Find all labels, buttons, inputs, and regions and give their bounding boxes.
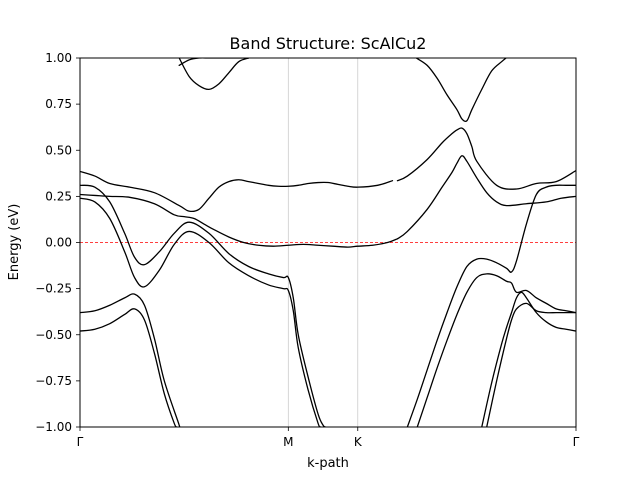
band-line-1: [80, 293, 181, 427]
y-tick-label: 1.00: [45, 51, 72, 65]
band-line-8: [178, 58, 250, 91]
band-line-7: [178, 58, 250, 67]
y-tick-label: −0.25: [35, 282, 72, 296]
y-tick-label: 0.00: [45, 236, 72, 250]
y-tick-label: −0.75: [35, 374, 72, 388]
band-line-14: [481, 291, 576, 427]
x-tick-label: Γ: [573, 435, 580, 449]
band-line-4: [80, 197, 322, 427]
band-line-2: [80, 308, 178, 427]
band-line-5: [80, 170, 394, 213]
band-line-11: [396, 155, 576, 240]
y-axis: −1.00 −0.75 −0.50 −0.25 0.00 0.25 0.50 0.75 1.00: [35, 51, 80, 434]
band-line-13: [416, 273, 576, 427]
band-line-12: [406, 184, 576, 427]
y-axis-label: Energy (eV): [7, 204, 22, 281]
y-tick-label: −0.50: [35, 328, 72, 342]
band-line-10: [396, 127, 576, 190]
y-tick-label: 0.25: [45, 189, 72, 203]
x-axis-label: k-path: [307, 456, 349, 471]
band-line-9: [415, 58, 507, 122]
x-tick-label: Γ: [77, 435, 84, 449]
x-tick-label: M: [283, 435, 293, 449]
x-tick-label: K: [354, 435, 363, 449]
band-lines: [80, 58, 576, 427]
band-line-6: [80, 193, 399, 248]
y-tick-label: −1.00: [35, 420, 72, 434]
chart-title: Band Structure: ScAlCu2: [230, 34, 427, 53]
y-tick-label: 0.50: [45, 143, 72, 157]
band-line-3: [80, 184, 327, 427]
band-line-15: [486, 302, 576, 427]
y-tick-label: 0.75: [45, 97, 72, 111]
